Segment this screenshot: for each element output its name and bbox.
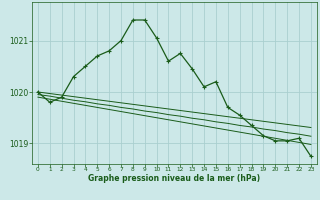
X-axis label: Graphe pression niveau de la mer (hPa): Graphe pression niveau de la mer (hPa) bbox=[88, 174, 260, 183]
